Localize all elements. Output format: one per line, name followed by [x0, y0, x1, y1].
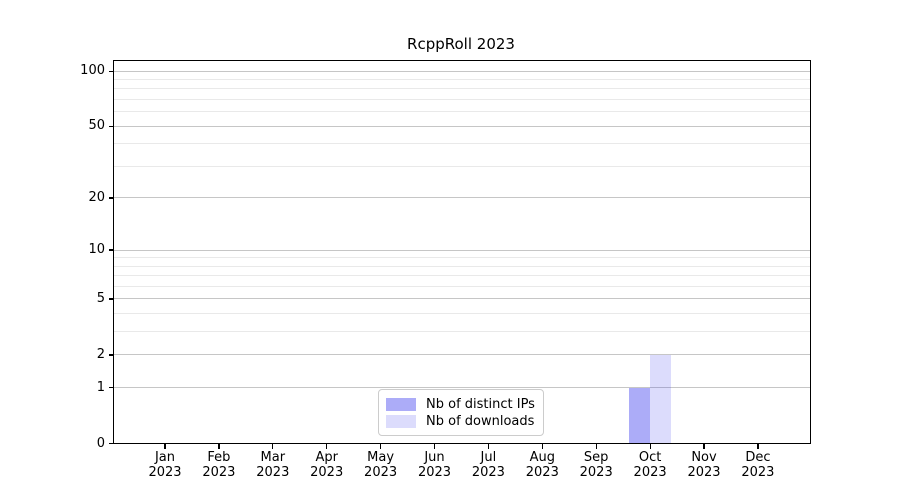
x-tick-label: Jul 2023: [458, 450, 518, 480]
minor-gridline: [113, 143, 811, 145]
x-tick-month: Jul: [480, 450, 497, 465]
minor-gridline: [113, 257, 811, 259]
major-gridline: [113, 298, 811, 300]
x-tick-mark: [757, 443, 759, 449]
legend-label-downloads: Nb of downloads: [426, 414, 535, 429]
legend-swatch-distinct-ips: [386, 398, 416, 411]
x-tick-year: 2023: [202, 465, 236, 480]
x-tick-month: Aug: [529, 450, 555, 465]
x-tick-month: Feb: [207, 450, 231, 465]
minor-gridline: [113, 111, 811, 113]
y-tick-label: 20: [88, 189, 105, 205]
minor-gridline: [113, 88, 811, 90]
x-tick-year: 2023: [525, 465, 559, 480]
x-tick-month: Sep: [583, 450, 609, 465]
x-tick-year: 2023: [256, 465, 290, 480]
y-tick-mark: [108, 354, 114, 356]
minor-gridline: [113, 331, 811, 333]
x-tick-mark: [218, 443, 220, 449]
x-tick-mark: [326, 443, 328, 449]
y-tick-label: 2: [96, 346, 105, 362]
legend-row-downloads: Nb of downloads: [386, 413, 535, 430]
x-tick-year: 2023: [741, 465, 775, 480]
y-tick-mark: [108, 70, 114, 72]
x-tick-month: Jan: [154, 450, 176, 465]
minor-gridline: [113, 286, 811, 287]
x-tick-month: Dec: [745, 450, 771, 465]
chart-title: RcppRoll 2023: [407, 35, 515, 53]
x-tick-label: Jun 2023: [405, 450, 465, 480]
x-tick-label: Jan 2023: [135, 450, 195, 480]
x-tick-mark: [487, 443, 490, 449]
bar-distinct-ips: [629, 387, 651, 444]
y-tick-mark: [108, 442, 114, 445]
x-tick-mark: [541, 443, 543, 449]
x-tick-year: 2023: [687, 465, 721, 480]
x-tick-mark: [433, 443, 436, 449]
x-tick-year: 2023: [417, 465, 452, 480]
x-tick-year: 2023: [633, 465, 667, 480]
y-tick-mark: [108, 125, 114, 127]
legend-row-distinct-ips: Nb of distinct IPs: [386, 396, 535, 413]
minor-gridline: [113, 313, 811, 315]
major-gridline: [113, 125, 811, 127]
y-tick-label: 100: [80, 63, 105, 79]
x-tick-label: May 2023: [351, 450, 411, 480]
bar-downloads: [650, 354, 672, 444]
x-tick-mark: [595, 443, 597, 449]
legend-label-distinct-ips: Nb of distinct IPs: [426, 397, 535, 412]
minor-gridline: [113, 265, 811, 267]
x-tick-month: Nov: [691, 450, 717, 465]
x-tick-month: May: [367, 450, 395, 465]
x-tick-year: 2023: [310, 465, 344, 480]
y-tick-mark: [108, 298, 114, 300]
x-tick-month: Jun: [424, 450, 445, 465]
minor-gridline: [113, 165, 811, 167]
x-tick-label: Dec 2023: [728, 450, 788, 480]
x-tick-label: Nov 2023: [674, 450, 734, 480]
y-tick-label: 0: [96, 435, 105, 451]
x-tick-year: 2023: [471, 465, 505, 480]
x-tick-label: Oct 2023: [620, 450, 680, 480]
legend-swatch-downloads: [386, 415, 416, 428]
y-tick-label: 1: [96, 379, 105, 395]
x-tick-month: Oct: [638, 450, 662, 465]
x-tick-label: Mar 2023: [243, 450, 303, 480]
x-tick-label: Sep 2023: [566, 450, 626, 480]
minor-gridline: [113, 79, 811, 81]
x-tick-year: 2023: [364, 465, 398, 480]
major-gridline: [113, 354, 811, 356]
y-tick-label: 5: [96, 290, 105, 306]
y-tick-mark: [108, 197, 114, 199]
x-tick-month: Apr: [315, 450, 338, 465]
y-tick-label: 10: [88, 242, 105, 258]
y-tick-mark: [108, 386, 114, 389]
y-tick-label: 50: [88, 118, 105, 134]
x-tick-label: Feb 2023: [189, 450, 249, 480]
x-tick-label: Apr 2023: [297, 450, 357, 480]
x-tick-year: 2023: [579, 465, 613, 480]
legend: Nb of distinct IPs Nb of downloads: [378, 389, 544, 436]
major-gridline: [113, 387, 811, 389]
x-tick-month: Mar: [260, 450, 286, 465]
x-tick-year: 2023: [148, 465, 182, 480]
x-tick-mark: [703, 443, 705, 449]
major-gridline: [113, 197, 811, 199]
x-tick-mark: [649, 443, 651, 449]
minor-gridline: [113, 275, 811, 277]
major-gridline: [113, 249, 811, 251]
x-tick-label: Aug 2023: [512, 450, 572, 480]
x-tick-mark: [164, 443, 166, 449]
minor-gridline: [113, 99, 811, 101]
x-tick-mark: [272, 443, 274, 449]
y-tick-mark: [108, 249, 114, 251]
x-tick-mark: [380, 443, 382, 449]
major-gridline: [113, 70, 811, 72]
